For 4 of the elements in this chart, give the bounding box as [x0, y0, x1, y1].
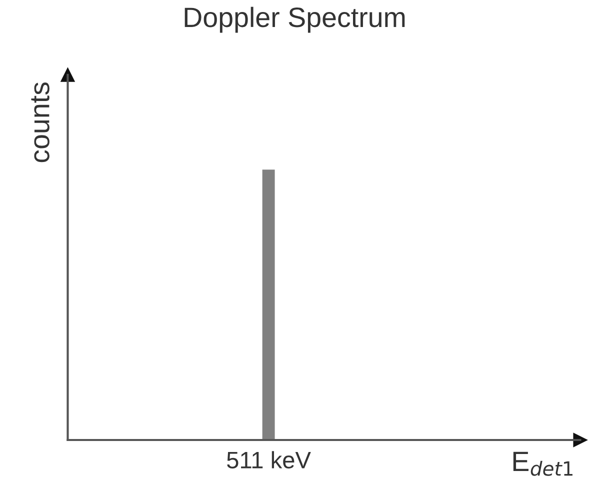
- chart-title: Doppler Spectrum: [184, 6, 405, 33]
- x-tick-label: 511 keV: [227, 451, 311, 468]
- text: counts: [31, 82, 50, 162]
- text: E$_{det1}$: [513, 452, 572, 476]
